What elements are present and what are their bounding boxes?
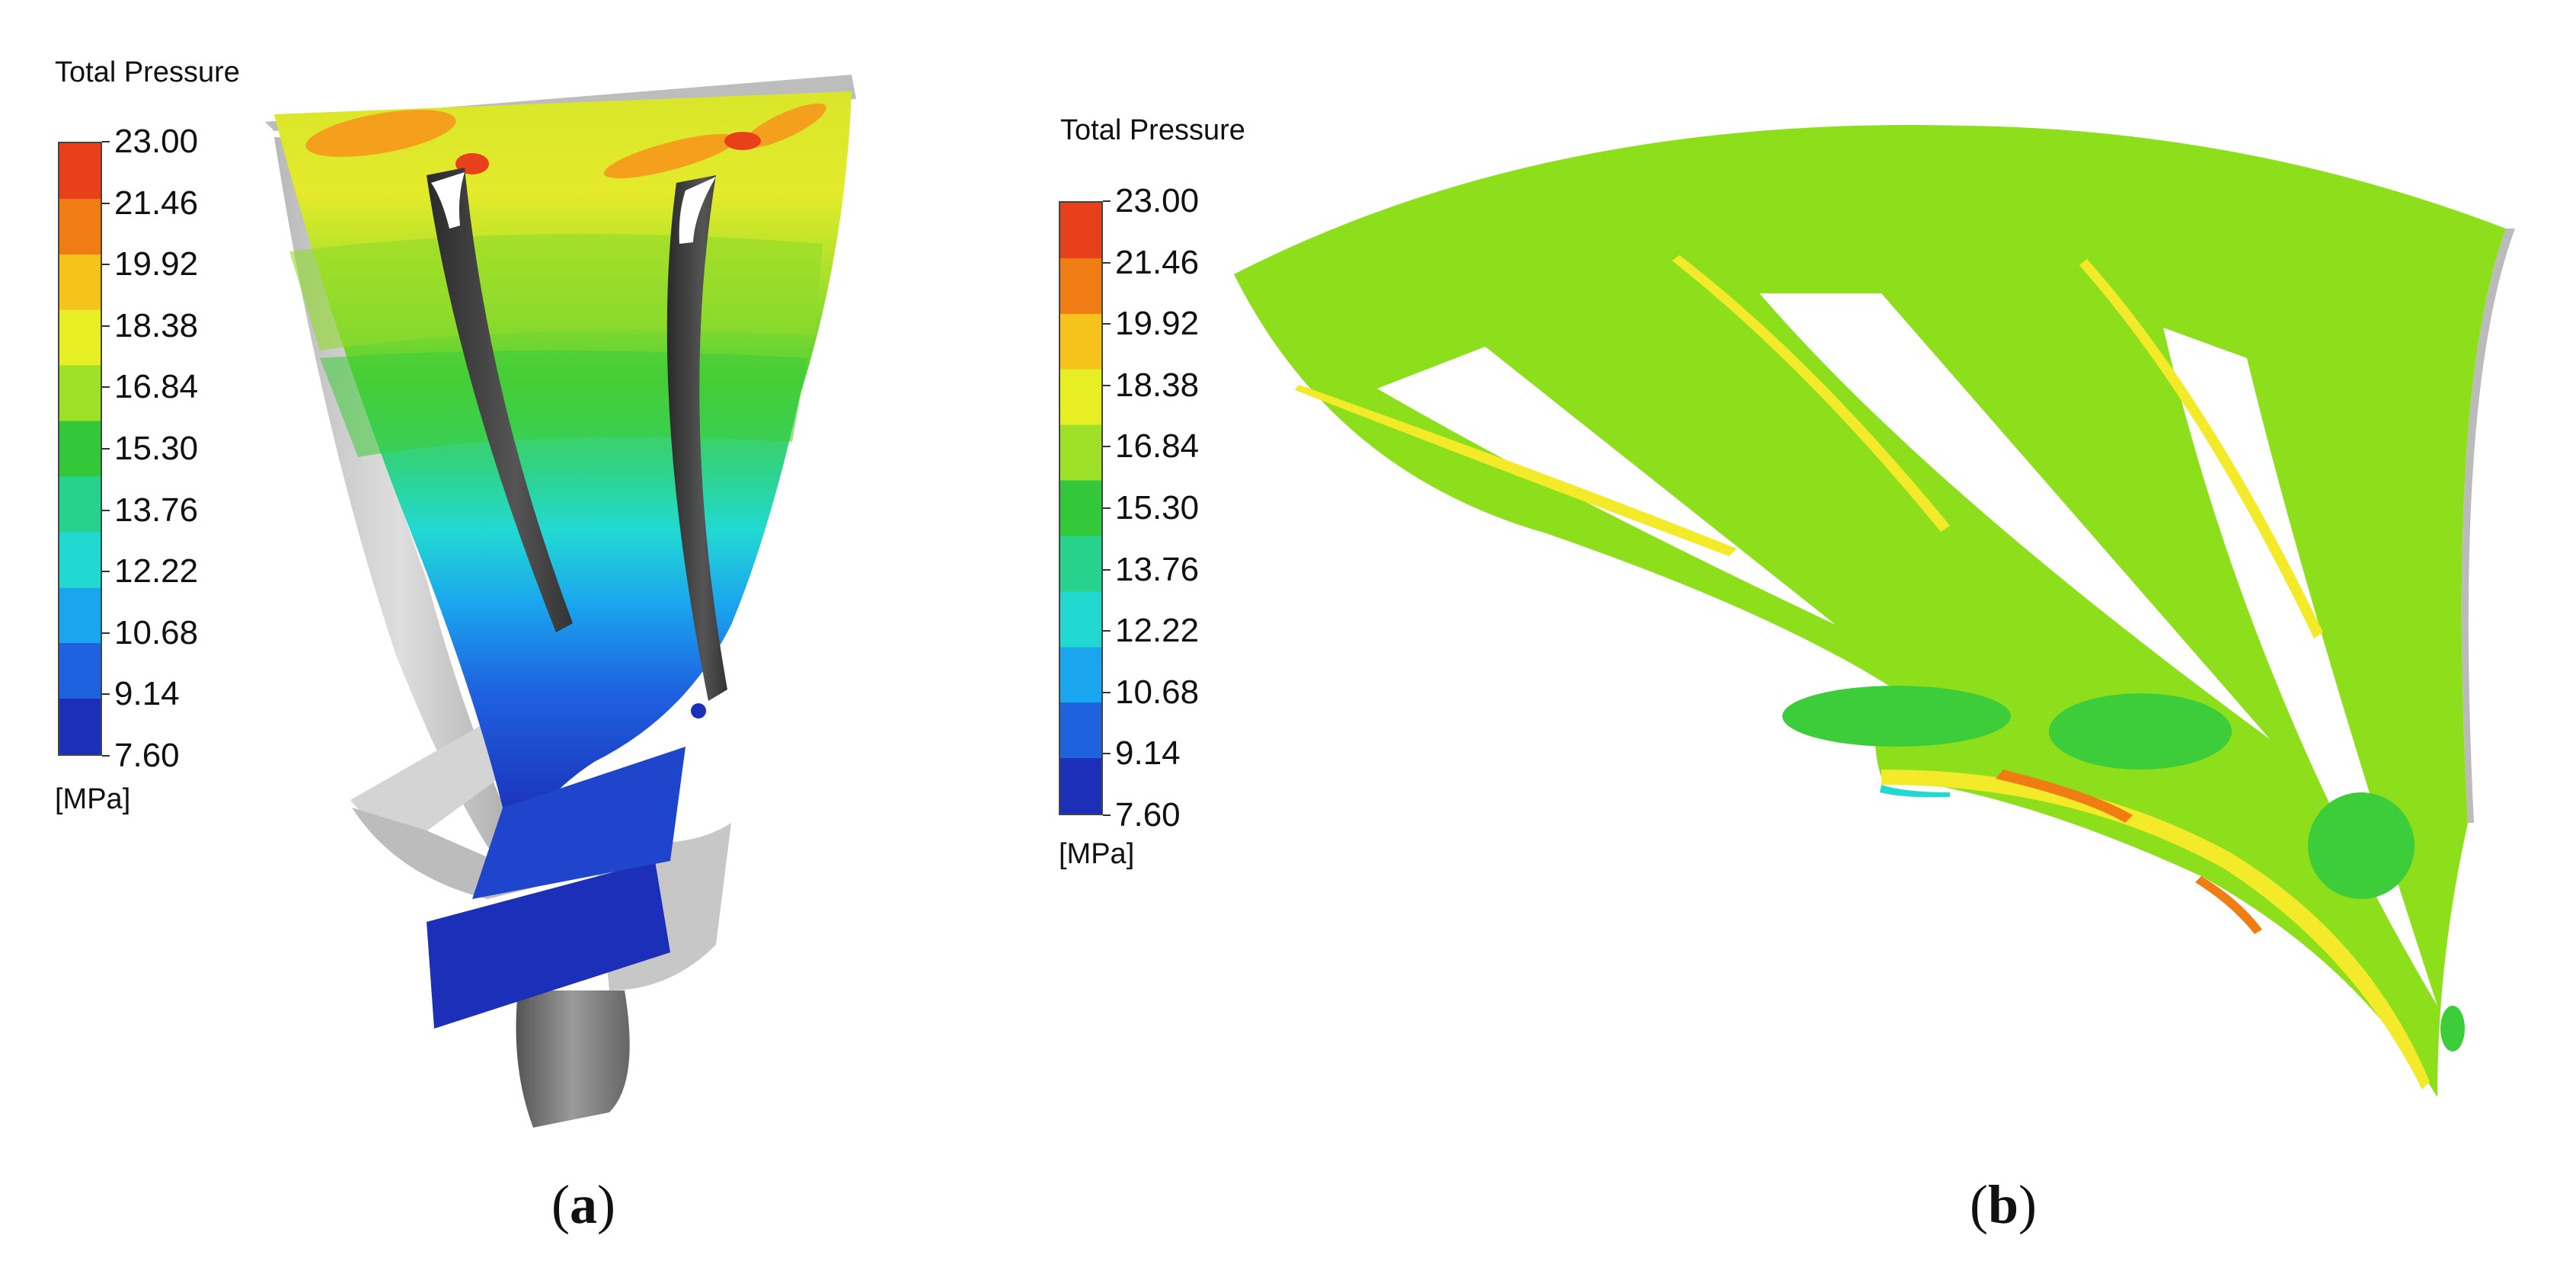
caption-b: (b) (1970, 1174, 2037, 1235)
legend-tick-mark (1103, 568, 1111, 571)
legend-tick-mark (1103, 507, 1111, 509)
legend-unit: [MPa] (1059, 838, 1135, 870)
legend-tick-label: 18.38 (1115, 366, 1200, 404)
legend-title: Total Pressure (55, 56, 240, 88)
legend-tick-mark (1103, 691, 1111, 693)
legend-tick-mark (102, 755, 110, 757)
legend-tick-mark (1103, 261, 1111, 264)
legend-tick-label: 7.60 (114, 737, 180, 774)
legend-tick-label: 16.84 (114, 368, 199, 406)
legend-tick-mark (1103, 323, 1111, 325)
legend-tick-label: 16.84 (1115, 427, 1200, 466)
legend-tick-label: 10.68 (114, 613, 199, 651)
legend-tick-mark (1103, 814, 1111, 816)
legend-tick-mark (102, 509, 110, 511)
legend-tick-label: 15.30 (1115, 489, 1200, 526)
legend-tick-mark (102, 141, 110, 142)
meridional-section-contour (1234, 125, 2515, 1097)
legend-tick-mark (1103, 200, 1111, 202)
legend-unit: [MPa] (55, 783, 131, 815)
legend-tick-label: 15.30 (114, 430, 199, 467)
legend-tick-label: 10.68 (1115, 673, 1200, 711)
legend-tick-mark (1103, 446, 1111, 448)
legend-tick-label: 9.14 (1115, 734, 1181, 773)
legend-tick-mark (102, 448, 110, 450)
legend-tick-label: 13.76 (114, 491, 199, 529)
legend-tick-label: 12.22 (114, 552, 199, 590)
legend-title: Total Pressure (1060, 114, 1245, 146)
legend-tick-mark (102, 264, 110, 266)
impeller-3d-contour (265, 75, 856, 1128)
legend-tick-label: 23.00 (1115, 182, 1200, 219)
panel-b: Total Pressure 23.00 21.46 19.92 18.38 16.84… (1013, 0, 2576, 1264)
legend-tick-label: 13.76 (1115, 550, 1200, 588)
color-bar (58, 142, 102, 756)
legend-tick-label: 9.14 (114, 675, 180, 713)
legend-tick-mark (102, 693, 110, 696)
legend-tick-mark (102, 325, 110, 327)
legend-tick-label: 19.92 (1115, 305, 1200, 343)
legend-tick-label: 23.00 (114, 123, 199, 160)
legend-tick-label: 7.60 (1115, 796, 1181, 834)
legend-tick-mark (102, 632, 110, 634)
legend-tick-label: 21.46 (114, 184, 199, 222)
legend-tick-mark (1103, 384, 1111, 386)
panel-a: Total Pressure 23.00 21.46 19.92 18.38 16.84… (0, 0, 1013, 1264)
legend-tick-label: 12.22 (1115, 612, 1200, 650)
legend-tick-mark (1103, 630, 1111, 632)
legend-tick-label: 19.92 (114, 245, 199, 283)
legend-tick-mark (102, 386, 110, 389)
caption-a: (a) (551, 1174, 615, 1235)
legend-tick-mark (102, 202, 110, 204)
legend-tick-label: 21.46 (1115, 243, 1200, 281)
legend-tick-mark (102, 571, 110, 573)
legend-tick-mark (1103, 753, 1111, 755)
legend-tick-label: 18.38 (114, 306, 199, 344)
color-bar (1059, 201, 1103, 815)
